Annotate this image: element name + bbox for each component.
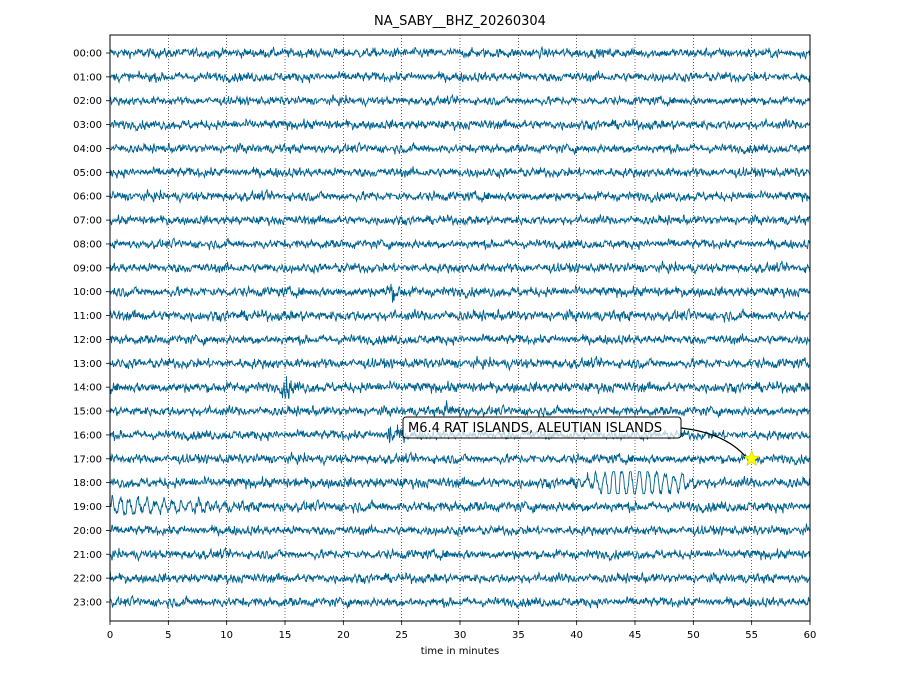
trace-1500 (109, 400, 811, 419)
traces (109, 45, 811, 610)
y-tick-label: 16:00 (73, 430, 102, 441)
y-tick-label: 08:00 (73, 239, 102, 250)
y-tick-label: 22:00 (73, 574, 102, 585)
trace-1100 (109, 307, 811, 323)
x-tick-label: 20 (337, 630, 350, 641)
y-tick-label: 07:00 (73, 216, 102, 227)
annotation-text: M6.4 RAT ISLANDS, ALEUTIAN ISLANDS (408, 421, 662, 436)
y-tick-label: 11:00 (73, 311, 102, 322)
trace-0000 (109, 45, 811, 60)
y-tick-label: 15:00 (73, 407, 102, 418)
x-tick-label: 10 (220, 630, 233, 641)
x-tick-label: 25 (395, 630, 408, 641)
x-tick-label: 40 (570, 630, 583, 641)
y-tick-label: 13:00 (73, 359, 102, 370)
y-tick-label: 17:00 (73, 454, 102, 465)
x-tick-label: 35 (512, 630, 525, 641)
trace-0600 (109, 189, 811, 205)
y-tick-label: 10:00 (73, 287, 102, 298)
annotation-box (402, 416, 682, 439)
trace-0200 (109, 94, 811, 108)
trace-1900 (109, 494, 811, 516)
y-tick-label: 03:00 (73, 120, 102, 131)
x-tick-label: 45 (629, 630, 642, 641)
trace-0700 (109, 213, 811, 227)
trace-1000 (109, 283, 811, 303)
trace-2300 (109, 594, 811, 610)
y-tick-label: 12:00 (73, 335, 102, 346)
x-axis-label: time in minutes (421, 646, 500, 657)
event-star-icon (743, 449, 761, 466)
x-tick-label: 55 (745, 630, 758, 641)
event-annotation: M6.4 RAT ISLANDS, ALEUTIAN ISLANDS (402, 416, 761, 466)
y-tick-label: 04:00 (73, 144, 102, 155)
trace-0400 (109, 141, 810, 156)
trace-0300 (109, 117, 811, 133)
trace-1800 (109, 469, 811, 495)
y-tick-label: 05:00 (73, 168, 102, 179)
y-tick-label: 02:00 (73, 96, 102, 107)
y-tick-label: 20:00 (73, 526, 102, 537)
y-tick-label: 21:00 (73, 550, 102, 561)
x-tick-label: 50 (687, 630, 700, 641)
x-tick-label: 5 (165, 630, 171, 641)
trace-1400 (109, 376, 811, 399)
trace-1300 (109, 356, 811, 372)
y-tick-label: 00:00 (73, 49, 102, 60)
chart-title: NA_SABY__BHZ_20260304 (374, 14, 546, 29)
x-axis: 0 5 10 15 20 25 30 35 40 45 50 55 60 (107, 621, 817, 641)
y-tick-label: 14:00 (73, 383, 102, 394)
annotation-arrow (680, 427, 747, 458)
x-tick-label: 60 (804, 630, 817, 641)
trace-2100 (109, 547, 811, 563)
y-tick-label: 06:00 (73, 192, 102, 203)
y-tick-label: 09:00 (73, 263, 102, 274)
trace-2000 (109, 523, 811, 538)
trace-2200 (109, 570, 811, 585)
y-axis: 00:00 01:00 02:00 03:00 04:00 05:00 06:00 07:00… (73, 49, 110, 609)
y-tick-label: 23:00 (73, 598, 102, 609)
trace-0900 (109, 260, 811, 275)
trace-1200 (109, 333, 811, 347)
x-tick-label: 15 (279, 630, 292, 641)
y-tick-label: 19:00 (73, 502, 102, 513)
x-tick-label: 0 (107, 630, 113, 641)
trace-0100 (109, 70, 811, 84)
x-tick-label: 30 (454, 630, 467, 641)
trace-0800 (109, 237, 811, 251)
y-tick-label: 18:00 (73, 478, 102, 489)
y-tick-label: 01:00 (73, 72, 102, 83)
trace-0500 (109, 166, 811, 180)
trace-1700 (109, 451, 811, 467)
